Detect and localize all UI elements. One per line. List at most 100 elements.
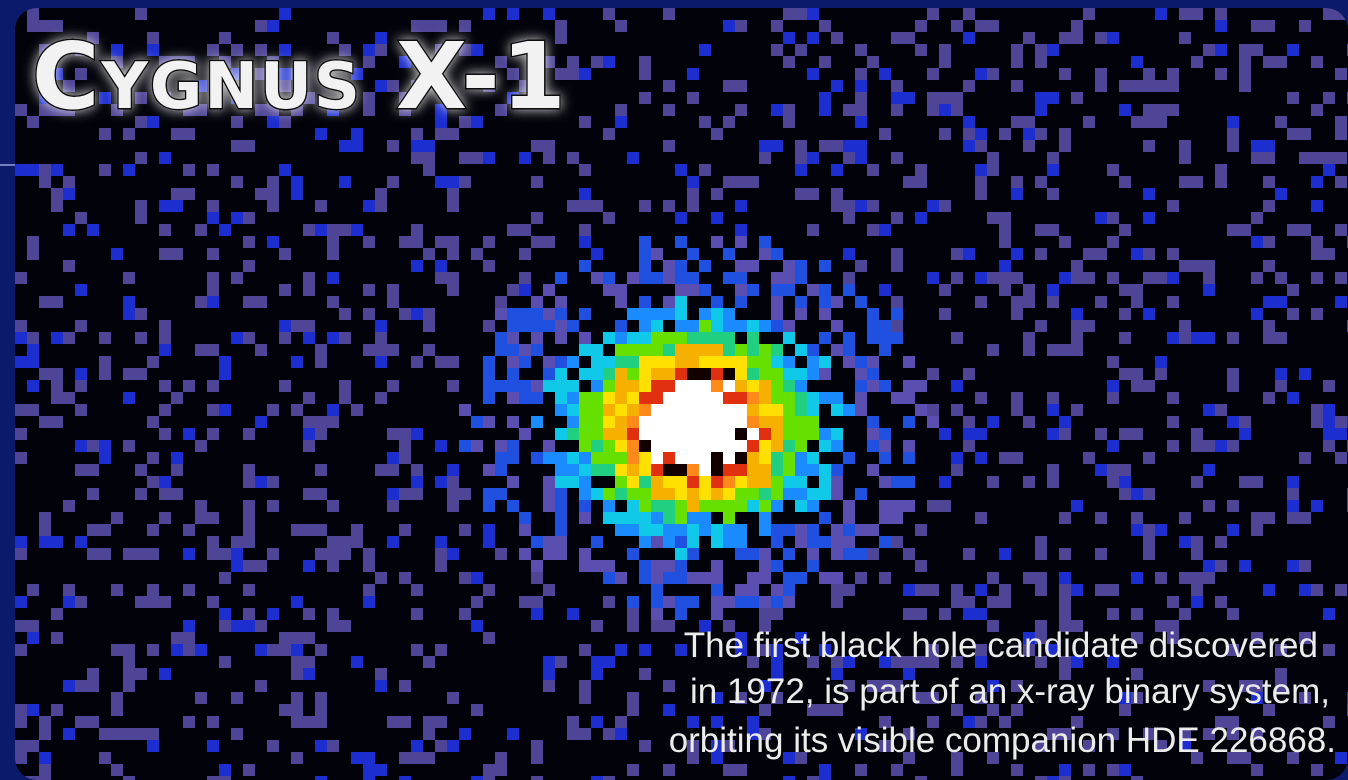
xray-pixel [51,392,63,404]
xray-pixel [735,584,747,596]
xray-pixel [1239,476,1251,488]
xray-pixel [1143,524,1155,536]
xray-pixel [51,188,63,200]
xray-pixel [159,224,171,236]
xray-pixel [219,656,231,668]
xray-pixel [1215,716,1227,728]
xray-pixel [435,116,447,128]
xray-pixel [1263,152,1275,164]
xray-pixel [663,536,675,548]
xray-pixel [1227,128,1239,140]
xray-pixel [39,536,51,548]
xray-pixel [1179,8,1191,20]
xray-pixel [555,32,567,44]
xray-pixel [783,440,795,452]
xray-pixel [891,296,903,308]
xray-pixel [819,428,831,440]
xray-pixel [447,176,459,188]
xray-pixel [819,392,831,404]
xray-pixel [1035,44,1047,56]
xray-pixel [1035,56,1047,68]
xray-pixel [243,584,255,596]
xray-pixel [795,8,807,20]
xray-pixel [1335,116,1347,128]
xray-pixel [891,512,903,524]
xray-pixel [1227,332,1239,344]
xray-pixel [1035,92,1047,104]
xray-pixel [651,452,663,464]
xray-pixel [711,392,723,404]
xray-pixel [807,284,819,296]
xray-pixel [1011,452,1023,464]
xray-pixel [1215,176,1227,188]
xray-pixel [159,56,171,68]
xray-pixel [723,248,735,260]
xray-pixel [831,164,843,176]
xray-pixel [1059,428,1071,440]
xray-pixel [939,284,951,296]
xray-pixel [867,356,879,368]
xray-pixel [819,56,831,68]
xray-pixel [663,680,675,692]
xray-pixel [699,428,711,440]
xray-pixel [831,428,843,440]
xray-pixel [267,404,279,416]
xray-pixel [267,740,279,752]
xray-pixel [783,524,795,536]
xray-pixel [291,704,303,716]
xray-pixel [1251,272,1263,284]
xray-pixel [663,140,675,152]
xray-pixel [1251,728,1263,740]
xray-pixel [603,428,615,440]
xray-pixel [555,320,567,332]
xray-pixel [1047,476,1059,488]
xray-pixel [603,776,615,780]
xray-pixel [351,536,363,548]
xray-pixel [711,212,723,224]
xray-pixel [603,488,615,500]
xray-pixel [1275,644,1287,656]
xray-pixel [267,176,279,188]
xray-pixel [627,452,639,464]
xray-pixel [819,476,831,488]
xray-pixel [219,620,231,632]
xray-pixel [531,176,543,188]
xray-pixel [735,644,747,656]
xray-pixel [663,368,675,380]
xray-pixel [495,296,507,308]
xray-pixel [1119,80,1131,92]
xray-pixel [1263,296,1275,308]
xray-pixel [615,524,627,536]
xray-pixel [171,632,183,644]
xray-pixel [1179,260,1191,272]
xray-pixel [627,512,639,524]
xray-pixel [1287,560,1299,572]
xray-pixel [1023,476,1035,488]
xray-pixel [387,464,399,476]
xray-pixel [639,488,651,500]
xray-pixel [963,440,975,452]
xray-pixel [1083,740,1095,752]
xray-pixel [651,560,663,572]
xray-pixel [51,20,63,32]
xray-pixel [915,560,927,572]
xray-pixel [1167,332,1179,344]
xray-pixel [207,548,219,560]
xray-pixel [183,620,195,632]
xray-pixel [1107,440,1119,452]
xray-pixel [579,440,591,452]
xray-pixel [483,380,495,392]
xray-pixel [951,404,963,416]
xray-pixel [711,368,723,380]
xray-pixel [87,464,99,476]
xray-pixel [699,356,711,368]
xray-pixel [555,20,567,32]
xray-pixel [795,476,807,488]
xray-pixel [555,332,567,344]
xray-pixel [687,320,699,332]
xray-pixel [207,344,219,356]
xray-pixel [1287,308,1299,320]
xray-pixel [291,716,303,728]
xray-pixel [159,668,171,680]
xray-pixel [1263,512,1275,524]
